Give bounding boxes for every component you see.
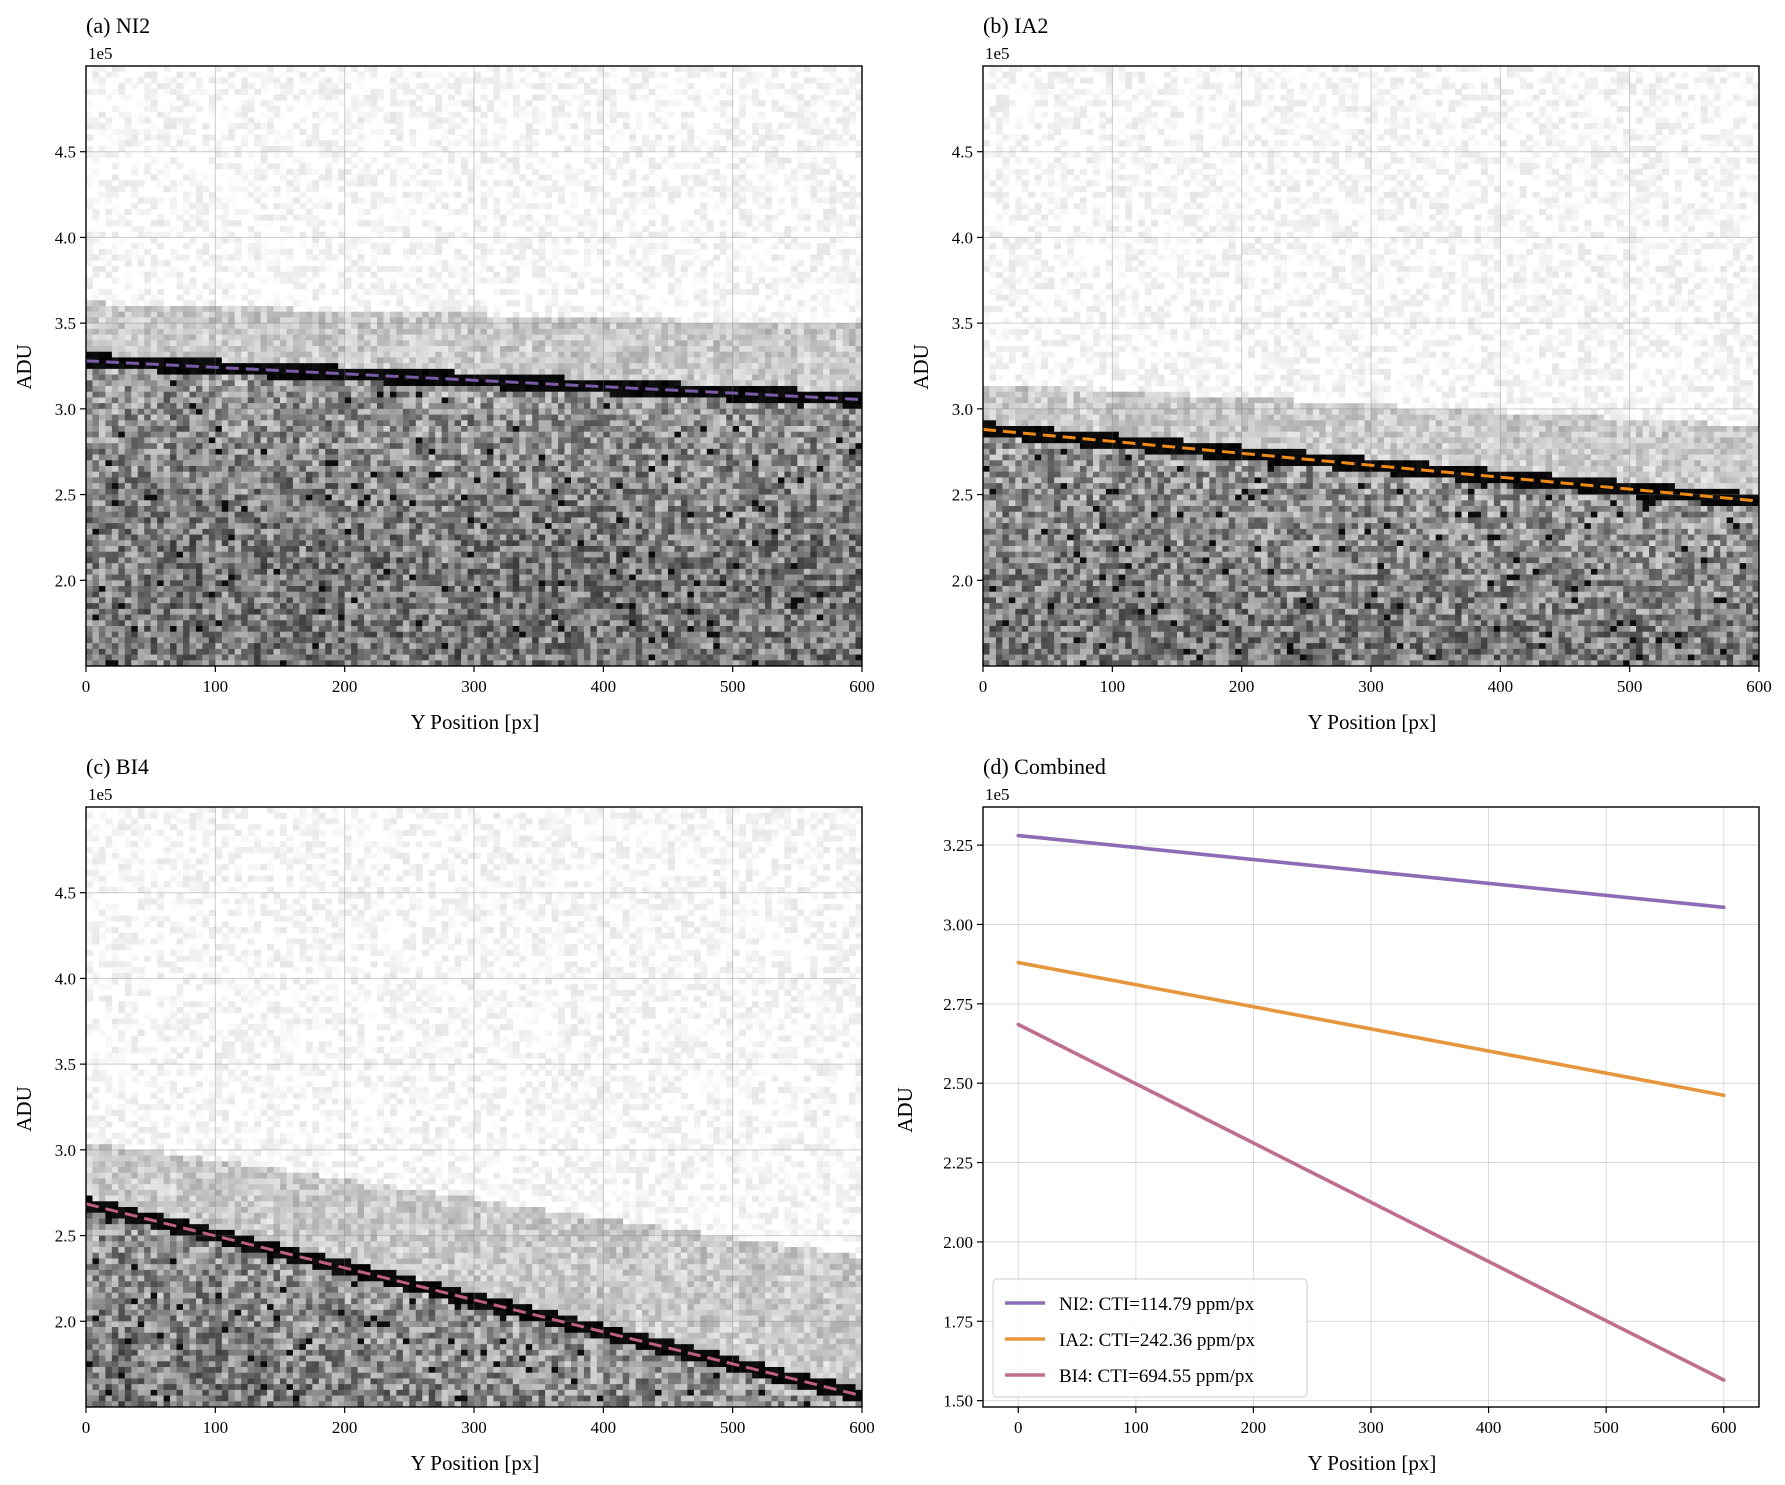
legend: NI2: CTI=114.79 ppm/px IA2: CTI=242.36 pp…	[992, 1278, 1308, 1398]
panel-a-ytick-label: 4.0	[55, 228, 76, 247]
panel-b-ytick-label: 4.0	[952, 228, 973, 247]
panel-a: (a) NI2 1e5 0 100 200 300 400 500 600 2.0 2.5 3.0…	[12, 13, 875, 734]
panel-b-xtick-label: 0	[979, 677, 988, 696]
panel-d-xtick-label: 300	[1358, 1418, 1384, 1437]
panel-d-title: (d) Combined	[983, 754, 1106, 779]
panel-b-xlabel: Y Position [px]	[1308, 710, 1437, 734]
panel-a-ylabel: ADU	[12, 344, 36, 390]
panel-c-xlabel: Y Position [px]	[411, 1451, 540, 1475]
panel-a-fit-line	[85, 359, 863, 402]
panel-a-ytick-label: 3.5	[55, 314, 76, 333]
panel-a-heatmap	[86, 66, 863, 667]
panel-c-xtick-label: 500	[720, 1418, 746, 1437]
panel-c-ytick-label: 3.0	[55, 1141, 76, 1160]
legend-box	[992, 1278, 1308, 1398]
panel-b-xtick-label: 100	[1100, 677, 1126, 696]
legend-label-1: IA2: CTI=242.36 ppm/px	[1059, 1330, 1255, 1351]
panel-c-xtick-label: 600	[849, 1418, 875, 1437]
panel-b-xtick-label: 300	[1358, 677, 1384, 696]
panel-d-xtick-label: 500	[1593, 1418, 1619, 1437]
panel-a-xtick-label: 0	[82, 677, 91, 696]
panel-b-fit-line	[982, 427, 1760, 503]
panel-c-xtick-label: 300	[461, 1418, 487, 1437]
panel-c-offset-label: 1e5	[88, 785, 113, 804]
panel-d-xtick-label: 0	[1014, 1418, 1023, 1437]
panel-c-ytick-label: 4.0	[55, 969, 76, 988]
panel-b-xtick-label: 500	[1617, 677, 1643, 696]
panel-a-xtick-label: 600	[849, 677, 875, 696]
panel-c-title: (c) BI4	[86, 754, 149, 779]
legend-label-0: NI2: CTI=114.79 ppm/px	[1059, 1294, 1255, 1315]
panel-d-ytick-label: 2.25	[943, 1154, 973, 1173]
panel-a-xtick-label: 100	[203, 677, 229, 696]
panel-a-xtick-label: 300	[461, 677, 487, 696]
panel-d-ytick-label: 3.00	[943, 915, 973, 934]
panel-d-ytick-label: 1.75	[943, 1312, 973, 1331]
panel-a-xlabel: Y Position [px]	[411, 710, 540, 734]
panel-c-plot: 0 100 200 300 400 500 600 2.0 2.5 3.0 3.5 4.0 4.5	[55, 806, 875, 1437]
panel-a-xtick-label: 400	[591, 677, 617, 696]
panel-b-ytick-label: 2.0	[952, 571, 973, 590]
panel-c-xtick-label: 0	[82, 1418, 91, 1437]
legend-label-2: BI4: CTI=694.55 ppm/px	[1059, 1366, 1254, 1387]
panel-b-ylabel: ADU	[909, 344, 933, 390]
panel-b: (b) IA2 1e5 0 100 200 300 400 500 600 2.0 2.5 3.0…	[909, 13, 1772, 734]
panel-c-xtick-label: 100	[203, 1418, 229, 1437]
panel-a-ytick-label: 2.0	[55, 571, 76, 590]
panel-a-plot: 0 100 200 300 400 500 600 2.0 2.5 3.0 3.5 4.0 4.5	[55, 65, 875, 696]
panel-b-ytick-label: 4.5	[952, 143, 973, 162]
panel-b-title: (b) IA2	[983, 13, 1048, 38]
panel-b-plot: 0 100 200 300 400 500 600 2.0 2.5 3.0 3.5 4.0 4.5	[952, 65, 1772, 696]
panel-b-heatmap	[983, 66, 1760, 667]
panel-b-offset-label: 1e5	[985, 44, 1010, 63]
panel-b-xtick-label: 400	[1488, 677, 1514, 696]
panel-a-xtick-label: 500	[720, 677, 746, 696]
series-line-0	[1016, 833, 1726, 910]
panel-d: (d) Combined 1e5 0 100 200 300 400 500 600 1.50…	[893, 754, 1760, 1475]
panel-c-ylabel: ADU	[12, 1086, 36, 1132]
panel-d-ytick-label: 2.75	[943, 995, 973, 1014]
panel-a-ytick-label: 2.5	[55, 486, 76, 505]
panel-c-ytick-label: 3.5	[55, 1055, 76, 1074]
panel-d-ytick-label: 3.25	[943, 836, 973, 855]
panel-c-xtick-label: 200	[332, 1418, 358, 1437]
panel-a-xtick-label: 200	[332, 677, 358, 696]
panel-c-xtick-label: 400	[591, 1418, 617, 1437]
panel-b-ytick-label: 3.0	[952, 400, 973, 419]
series-line-1	[1016, 960, 1726, 1098]
panel-b-ytick-label: 3.5	[952, 314, 973, 333]
panel-a-offset-label: 1e5	[88, 44, 113, 63]
panel-a-title: (a) NI2	[86, 13, 150, 38]
panel-c: (c) BI4 1e5 0 100 200 300 400 500 600 2.0 2.5 3.0…	[12, 754, 875, 1475]
panel-d-ytick-label: 1.50	[943, 1392, 973, 1411]
panel-c-ytick-label: 4.5	[55, 884, 76, 903]
panel-d-xtick-label: 400	[1476, 1418, 1502, 1437]
panel-a-ytick-label: 4.5	[55, 143, 76, 162]
panel-b-xtick-label: 600	[1746, 677, 1772, 696]
panel-c-ytick-label: 2.0	[55, 1312, 76, 1331]
panel-d-xtick-label: 100	[1123, 1418, 1149, 1437]
panel-d-xlabel: Y Position [px]	[1308, 1451, 1437, 1475]
panel-c-fit-line	[85, 1202, 863, 1398]
panel-d-offset-label: 1e5	[985, 785, 1010, 804]
panel-d-ytick-label: 2.00	[943, 1233, 973, 1252]
panel-d-ytick-label: 2.50	[943, 1074, 973, 1093]
panel-d-xtick-label: 600	[1711, 1418, 1737, 1437]
panel-a-ytick-label: 3.0	[55, 400, 76, 419]
panel-c-ytick-label: 2.5	[55, 1227, 76, 1246]
panel-d-xtick-label: 200	[1241, 1418, 1267, 1437]
panel-d-ylabel: ADU	[893, 1087, 917, 1133]
panel-b-xtick-label: 200	[1229, 677, 1255, 696]
panel-d-plot: 0 100 200 300 400 500 600 1.50 1.75 2.00 2.25 2.50 2…	[943, 806, 1760, 1437]
series-line-2	[1016, 1022, 1726, 1382]
panel-b-ytick-label: 2.5	[952, 486, 973, 505]
